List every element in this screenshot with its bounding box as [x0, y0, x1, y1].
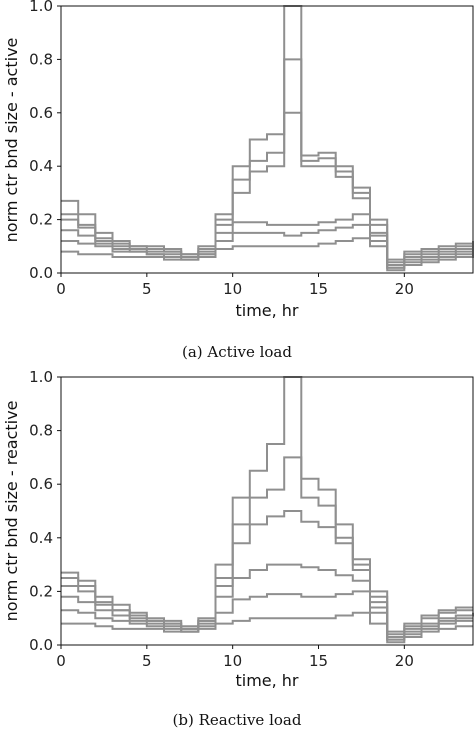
active-ytick-label: 1.0: [29, 0, 53, 15]
reactive-series-2: [61, 456, 473, 636]
reactive-xtick-label: 20: [395, 652, 414, 670]
active-y-axis-label: norm ctr bnd size - active: [2, 38, 21, 243]
reactive-series-6: [61, 611, 473, 644]
active-xtick-label: 5: [142, 280, 152, 298]
reactive-xtick-label: 15: [309, 652, 328, 670]
reactive-ytick-label: 1.0: [29, 368, 53, 386]
active-xtick-label: 15: [309, 280, 328, 298]
reactive-xtick-label: 10: [223, 652, 242, 670]
active-series-2: [61, 58, 474, 264]
caption-active: (a) Active load: [182, 343, 292, 361]
active-xtick-label: 20: [395, 280, 414, 298]
reactive-ytick-label: 0.8: [29, 422, 53, 440]
reactive-axes-frame: [60, 376, 474, 646]
caption-reactive: (b) Reactive load: [173, 711, 302, 729]
active-ytick-label: 0.8: [29, 50, 53, 68]
reactive-ytick-label: 0.4: [29, 529, 53, 547]
active-ytick-label: 0.0: [29, 264, 53, 282]
reactive-ytick-label: 0.2: [29, 582, 53, 600]
active-xtick-label: 0: [56, 280, 66, 298]
active-series-6: [61, 237, 474, 272]
reactive-x-axis-label: time, hr: [235, 671, 298, 690]
active-series-group: [61, 5, 474, 272]
active-series-5: [61, 223, 474, 269]
reactive-ytick-label: 0.6: [29, 475, 53, 493]
active-xticks: 0 5 10 15 20: [56, 273, 414, 298]
reactive-xticks: 0 5 10 15 20: [56, 645, 414, 670]
reactive-xtick-label: 0: [56, 652, 66, 670]
active-series-4: [61, 213, 474, 269]
active-ytick-label: 0.6: [29, 104, 53, 122]
reactive-yticks: 0.0 0.2 0.4 0.6 0.8 1.0: [29, 368, 61, 654]
reactive-series-group: [61, 376, 474, 644]
active-yticks: 0.0 0.2 0.4 0.6 0.8 1.0: [29, 0, 61, 282]
chart-active: 0.0 0.2 0.4 0.6 0.8 1.0 0 5 10 15 20 time, hr nor…: [2, 0, 474, 361]
active-axes-frame: [60, 5, 474, 274]
reactive-xtick-label: 5: [142, 652, 152, 670]
active-ytick-label: 0.2: [29, 211, 53, 229]
active-xtick-label: 10: [223, 280, 242, 298]
reactive-y-axis-label: norm ctr bnd size - reactive: [2, 401, 21, 622]
active-series-3: [61, 111, 474, 266]
active-ytick-label: 0.4: [29, 157, 53, 175]
chart-reactive: 0.0 0.2 0.4 0.6 0.8 1.0 0 5 10 15 20 time, hr nor…: [2, 368, 474, 729]
reactive-ytick-label: 0.0: [29, 636, 53, 654]
active-x-axis-label: time, hr: [235, 301, 298, 320]
